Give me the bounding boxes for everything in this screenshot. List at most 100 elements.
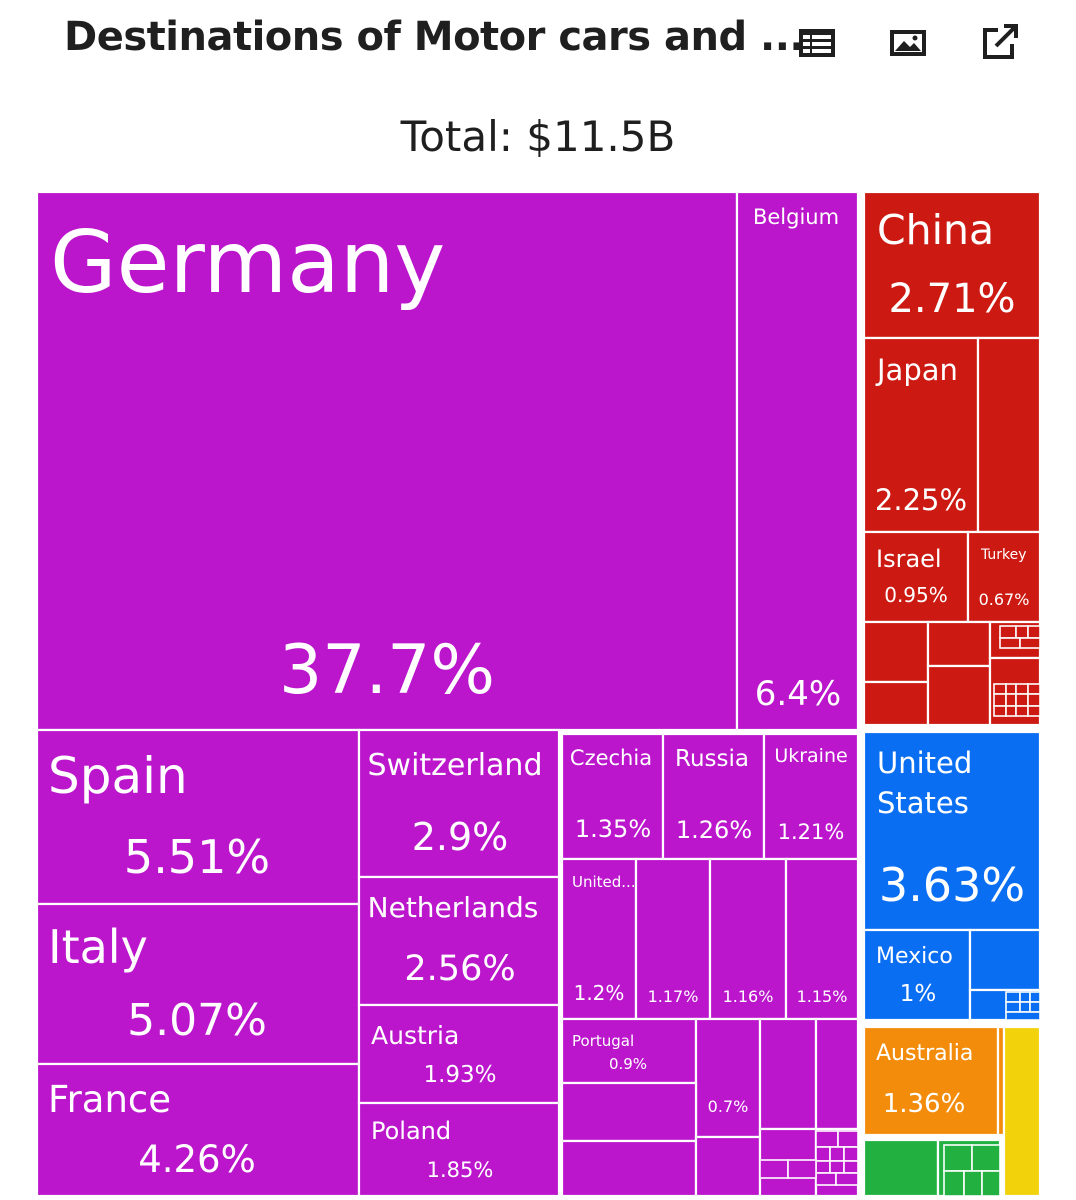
treemap-minor-cell[interactable] bbox=[1019, 637, 1041, 649]
treemap-minor-cell[interactable] bbox=[1019, 991, 1031, 1003]
treemap-cell-united-states[interactable] bbox=[862, 730, 1042, 932]
treemap-minor-cell[interactable] bbox=[815, 1160, 831, 1174]
cell-value-ukraine: 1.21% bbox=[778, 820, 845, 844]
cell-value-europe-15: 1.15% bbox=[797, 987, 848, 1006]
treemap-cell-austria[interactable] bbox=[357, 1003, 561, 1105]
treemap-minor-cell[interactable] bbox=[843, 1160, 859, 1174]
treemap-minor-cell[interactable] bbox=[815, 1172, 837, 1186]
treemap-minor-cell[interactable] bbox=[1029, 991, 1041, 1003]
treemap-cell-netherlands[interactable] bbox=[357, 875, 561, 1007]
total-label: Total: $11.5B bbox=[400, 112, 676, 161]
treemap-minor-cell[interactable] bbox=[1027, 705, 1041, 717]
treemap-minor-cell[interactable] bbox=[971, 1144, 1001, 1172]
image-icon[interactable] bbox=[888, 22, 928, 62]
cell-value-belgium: 6.4% bbox=[755, 674, 841, 714]
cell-label-portugal: Portugal bbox=[572, 1032, 634, 1050]
treemap-minor-cell[interactable] bbox=[943, 1144, 973, 1172]
treemap-minor-cell[interactable] bbox=[1027, 683, 1041, 695]
treemap-minor-cell[interactable] bbox=[963, 1170, 983, 1197]
treemap-cell-africa-42[interactable] bbox=[862, 1138, 940, 1198]
treemap-minor-cell[interactable] bbox=[993, 683, 1007, 695]
treemap-cell-czechia[interactable] bbox=[560, 732, 665, 861]
treemap-cell-europe-18[interactable] bbox=[758, 1017, 818, 1131]
cell-label-netherlands: Netherlands bbox=[368, 891, 539, 924]
treemap-minor-cell[interactable] bbox=[759, 1159, 789, 1179]
cell-label-russia: Russia bbox=[675, 746, 749, 772]
cell-value-israel: 0.95% bbox=[884, 583, 948, 607]
treemap-cell-germany[interactable] bbox=[35, 190, 739, 732]
treemap-cell-asia-31[interactable] bbox=[926, 620, 992, 668]
external-link-icon[interactable] bbox=[980, 22, 1020, 62]
treemap-minor-cell[interactable] bbox=[1027, 693, 1041, 707]
treemap-cell-portugal[interactable] bbox=[560, 1017, 698, 1085]
cell-value-united: 1.2% bbox=[574, 981, 625, 1005]
treemap-minor-cell[interactable] bbox=[1005, 1011, 1041, 1021]
cell-value-australia: 1.36% bbox=[883, 1089, 966, 1119]
treemap-minor-cell[interactable] bbox=[943, 1170, 965, 1197]
treemap-minor-cell[interactable] bbox=[1005, 705, 1017, 717]
cell-value-netherlands: 2.56% bbox=[404, 949, 515, 989]
treemap-minor-cell[interactable] bbox=[1019, 1001, 1031, 1013]
treemap-cell-europe-19[interactable] bbox=[814, 1017, 860, 1131]
treemap-cell-europe-22[interactable] bbox=[694, 1135, 762, 1198]
treemap-cell-mexico[interactable] bbox=[862, 928, 972, 1022]
treemap-cell-europe-17[interactable] bbox=[694, 1017, 762, 1139]
treemap-minor-cell[interactable] bbox=[1029, 1001, 1041, 1013]
cell-value-switzerland: 2.9% bbox=[412, 815, 509, 859]
treemap-minor-cell[interactable] bbox=[787, 1159, 817, 1179]
treemap-cell-europe-15[interactable] bbox=[784, 857, 860, 1021]
treemap-cell-asia-33[interactable] bbox=[862, 680, 930, 727]
treemap-cell-asia-30[interactable] bbox=[862, 620, 930, 684]
table-icon[interactable] bbox=[797, 22, 837, 62]
chart-title: Destinations of Motor cars and ... bbox=[64, 14, 805, 60]
cell-value-europe-17: 0.7% bbox=[708, 1097, 749, 1116]
treemap-minor-cell[interactable] bbox=[1015, 705, 1029, 717]
treemap-minor-cell[interactable] bbox=[829, 1160, 845, 1174]
cell-label-mexico: Mexico bbox=[876, 944, 953, 969]
treemap-minor-cell[interactable] bbox=[815, 1130, 839, 1148]
treemap-minor-cell[interactable] bbox=[815, 1146, 831, 1162]
treemap-cell-europe-20[interactable] bbox=[560, 1081, 698, 1143]
cell-label-china: China bbox=[877, 206, 994, 254]
treemap-cell-poland[interactable] bbox=[357, 1101, 561, 1198]
treemap-cell-asia-27[interactable] bbox=[976, 336, 1042, 534]
treemap-cell-south-america-44[interactable] bbox=[1002, 1025, 1042, 1198]
cell-value-united-states: 3.63% bbox=[879, 858, 1025, 912]
cell-value-spain: 5.51% bbox=[124, 830, 270, 884]
treemap-minor-cell[interactable] bbox=[843, 1146, 859, 1162]
treemap-minor-cell[interactable] bbox=[837, 1130, 859, 1148]
treemap-minor-cell[interactable] bbox=[1015, 625, 1029, 639]
treemap-minor-cell[interactable] bbox=[999, 625, 1017, 639]
treemap-cell-ukraine[interactable] bbox=[762, 732, 860, 861]
treemap-cell-europe-21[interactable] bbox=[560, 1139, 698, 1198]
cell-value-germany: 37.7% bbox=[279, 631, 495, 710]
treemap-minor-cell[interactable] bbox=[993, 705, 1007, 717]
treemap-minor-cell[interactable] bbox=[1005, 693, 1017, 707]
cell-value-europe-14: 1.16% bbox=[723, 987, 774, 1006]
cell-label-united-states: United States bbox=[877, 746, 972, 820]
treemap-cell-japan[interactable] bbox=[862, 336, 980, 534]
treemap-minor-cell[interactable] bbox=[835, 1172, 859, 1186]
treemap-cell-north-america-38[interactable] bbox=[968, 928, 1042, 992]
treemap-minor-cell[interactable] bbox=[1005, 1001, 1021, 1013]
treemap-minor-cell[interactable] bbox=[1015, 683, 1029, 695]
treemap-minor-cell[interactable] bbox=[993, 693, 1007, 707]
cell-label-poland: Poland bbox=[371, 1117, 451, 1145]
treemap-minor-cell[interactable] bbox=[1015, 693, 1029, 707]
treemap-cell-australia[interactable] bbox=[862, 1025, 1000, 1137]
treemap-cell-switzerland[interactable] bbox=[357, 728, 561, 879]
treemap-minor-cell[interactable] bbox=[981, 1170, 1001, 1197]
treemap-minor-cell[interactable] bbox=[829, 1146, 845, 1162]
cell-value-russia: 1.26% bbox=[676, 816, 752, 844]
treemap-cell-belgium[interactable] bbox=[735, 190, 860, 732]
treemap-minor-cell[interactable] bbox=[1005, 991, 1021, 1003]
treemap-minor-cell[interactable] bbox=[999, 637, 1021, 649]
treemap-minor-cell[interactable] bbox=[1005, 683, 1017, 695]
treemap-cell-spain[interactable] bbox=[35, 728, 361, 906]
treemap-cell-turkey[interactable] bbox=[966, 530, 1042, 624]
cell-value-czechia: 1.35% bbox=[575, 815, 651, 843]
treemap-cell-asia-34[interactable] bbox=[926, 664, 992, 727]
cell-label-israel: Israel bbox=[876, 545, 942, 573]
treemap-minor-cell[interactable] bbox=[1027, 625, 1041, 639]
